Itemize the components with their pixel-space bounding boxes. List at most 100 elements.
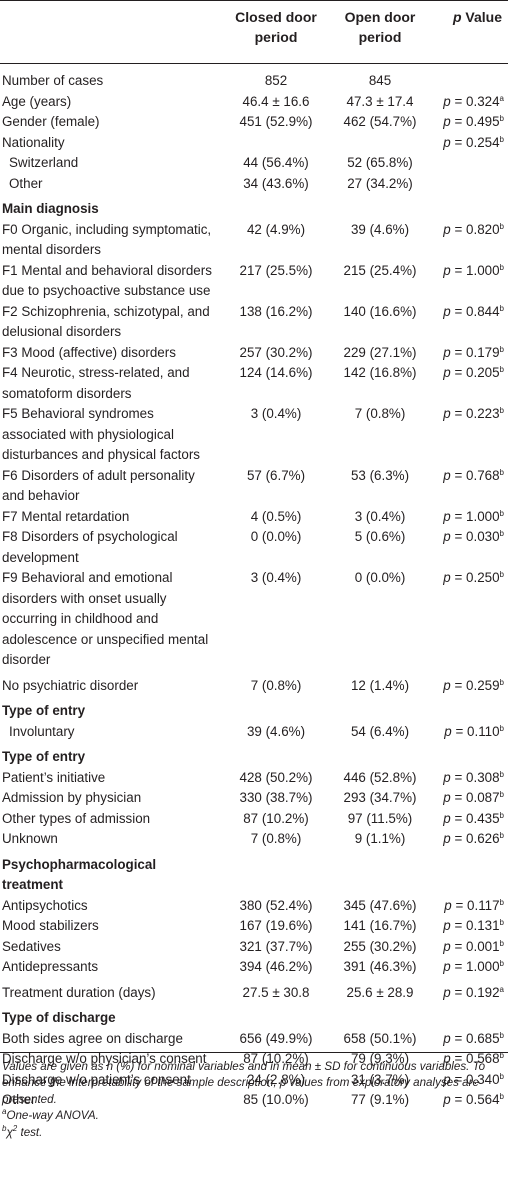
closed-door-value: 42 (4.9%) (246, 221, 306, 237)
p-value: p = 0.820b (432, 220, 508, 261)
closed-door-value: 27.5 ± 30.8 (242, 984, 310, 1000)
p-value: p = 0.568b (432, 1049, 508, 1070)
table-row: Antidepressants 394 (46.2%) 391 (46.3%) p =… (0, 957, 508, 978)
table-row: F9 Behavioral and emotional disorders wi… (0, 568, 508, 671)
p-test-superscript: b (499, 262, 504, 272)
closed-door-value: 57 (6.7%) (246, 467, 306, 483)
table-row: Treatment duration (days) 27.5 ± 30.8 25.6… (0, 978, 508, 1004)
p-test-superscript: b (499, 897, 504, 907)
table-row: Discharge w/o physician’s consent 87 (10.… (0, 1049, 508, 1070)
p-number: = 0.435 (454, 810, 500, 826)
table-row: Mood stabilizers 167 (19.6%) 141 (16.7%) p … (0, 916, 508, 937)
p-value: p = 0.087b (432, 788, 508, 809)
open-door-value: 54 (6.4%) (350, 723, 410, 739)
closed-door-value: 85 (10.0%) (243, 1092, 309, 1107)
table-row: Patient’s initiative 428 (50.2%) 446 (52.8… (0, 768, 508, 789)
p-test-superscript: b (499, 570, 504, 579)
row-label: Type of entry (2, 703, 86, 718)
footnote-a-mark: a (2, 1107, 7, 1117)
closed-door-value: 87 (10.2%) (243, 810, 309, 826)
footnote-b: bχ2 test. (2, 1123, 508, 1141)
closed-door-value: 656 (49.9%) (239, 1030, 313, 1046)
table-row: F4 Neurotic, stress-related, and somatof… (0, 363, 508, 404)
table-row: F1 Mental and behavioral disorders due t… (0, 261, 508, 302)
table-row: Type of entry (0, 742, 508, 768)
closed-door-value: 24 (2.8%) (246, 1071, 306, 1087)
p-number: = 0.250 (454, 570, 500, 585)
p-value: p = 0.001b (432, 937, 508, 958)
table-body: Number of cases 852 845 Age (years) 46.4 ± 1… (0, 64, 508, 1111)
p-test-superscript: a (499, 984, 504, 994)
p-value: p = 0.768b (432, 466, 508, 507)
p-symbol: p (443, 959, 451, 974)
row-label: Antipsychotics (2, 897, 88, 913)
p-value: p = 0.179b (432, 343, 508, 364)
closed-door-value: 3 (0.4%) (250, 570, 302, 585)
footnote-a-text: One-way ANOVA. (6, 1109, 99, 1123)
row-label: Main diagnosis (2, 201, 99, 216)
p-value: p = 0.340b (432, 1070, 508, 1091)
header-row: Closed door period Open door period p Va… (0, 0, 508, 64)
p-value: p = 0.250b (432, 568, 508, 671)
open-door-value (328, 696, 432, 722)
closed-door-value: 4 (0.5%) (250, 508, 302, 524)
open-door-value: 391 (46.3%) (343, 959, 417, 974)
p-test-superscript: b (499, 467, 504, 477)
open-door-value: 446 (52.8%) (343, 769, 417, 785)
p-value: p = 0.110b (432, 722, 508, 743)
table-row: F8 Disorders of psychological developmen… (0, 527, 508, 568)
footnote-main: Values are given as n (%) for nominal va… (2, 1060, 486, 1106)
row-label: Other (2, 1092, 36, 1107)
open-door-value: 47.3 ± 17.4 (346, 93, 414, 109)
open-door-value: 12 (1.4%) (350, 677, 410, 693)
open-door-value: 25.6 ± 28.9 (346, 984, 414, 1000)
p-test-superscript: b (499, 769, 504, 779)
open-door-value: 79 (9.3%) (350, 1051, 410, 1066)
p-symbol: p (443, 810, 451, 826)
p-value: p = 0.030b (432, 527, 508, 568)
table-row: F0 Organic, including symptomatic, menta… (0, 220, 508, 261)
closed-door-value: 34 (43.6%) (243, 175, 309, 191)
open-door-value (328, 133, 432, 154)
closed-door-value: 39 (4.6%) (246, 723, 306, 739)
p-value: p = 0.223b (432, 404, 508, 466)
patient-characteristics-table: Closed door period Open door period p Va… (0, 0, 508, 1111)
row-label: Discharge w/o physician’s consent (2, 1051, 207, 1066)
footnote-b-mark: b (2, 1123, 7, 1133)
open-door-value (328, 1003, 432, 1029)
p-value: p = 0.564b (432, 1090, 508, 1111)
p-symbol: p (443, 467, 451, 483)
open-door-value: 658 (50.1%) (343, 1030, 417, 1046)
p-symbol: p (443, 918, 451, 933)
header-closed-door-period: Closed door period (224, 0, 328, 64)
p-number: = 1.000 (454, 262, 500, 278)
p-value (432, 174, 508, 195)
open-door-value: 140 (16.6%) (343, 303, 417, 319)
row-label: Number of cases (2, 73, 104, 88)
p-value: p = 1.000b (432, 261, 508, 302)
p-test-superscript: b (499, 344, 504, 354)
table-row: Antipsychotics 380 (52.4%) 345 (47.6%) p = … (0, 896, 508, 917)
p-symbol: p (443, 114, 451, 129)
row-label: F9 Behavioral and emotional disorders wi… (2, 570, 209, 667)
p-test-superscript: b (499, 114, 504, 123)
table-row: Number of cases 852 845 (0, 64, 508, 92)
footnote-a: aOne-way ANOVA. (2, 1108, 508, 1124)
p-test-superscript: b (499, 959, 504, 968)
table-row: F6 Disorders of adult personality and be… (0, 466, 508, 507)
p-value (432, 1003, 508, 1029)
p-test-superscript: b (499, 677, 504, 687)
table-footnotes: Values are given as n (%) for nominal va… (0, 1052, 508, 1141)
closed-door-value: 321 (37.7%) (239, 938, 313, 954)
p-number: = 0.308 (454, 769, 500, 785)
p-symbol: p (443, 134, 451, 150)
closed-door-value: 167 (19.6%) (239, 918, 313, 933)
p-symbol: p (443, 529, 451, 544)
table-row: Type of discharge (0, 1003, 508, 1029)
table-header: Closed door period Open door period p Va… (0, 0, 508, 64)
row-label: F4 Neurotic, stress-related, and somatof… (2, 365, 190, 401)
p-symbol: p (443, 508, 451, 524)
row-label: Treatment duration (days) (2, 984, 156, 1000)
p-number: = 0.768 (454, 467, 500, 483)
closed-door-value: 330 (38.7%) (239, 790, 313, 805)
